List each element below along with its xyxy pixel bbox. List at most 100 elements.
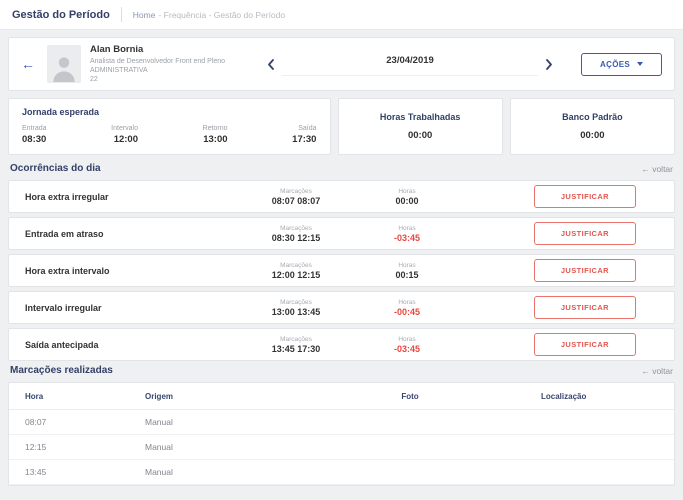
marcacoes-label: Marcações (280, 335, 312, 343)
table-row: 08:07 Manual (9, 410, 674, 435)
acoes-button-label: AÇÕES (600, 59, 630, 69)
occurrence-title: Hora extra intervalo (25, 265, 110, 276)
occurrence-row: Hora extra irregular Marcações 08:07 08:… (8, 180, 675, 213)
occurrence-title: Intervalo irregular (25, 302, 102, 313)
header-hora: Hora (25, 392, 44, 401)
entrada-label: Entrada (22, 125, 47, 132)
marcacoes-label: Marcações (280, 187, 312, 195)
occurrence-horas: Horas -03:45 (355, 225, 459, 243)
caret-down-icon (637, 62, 643, 66)
intervalo-label: Intervalo (111, 125, 139, 132)
occurrence-title: Entrada em atraso (25, 228, 104, 239)
entrada-value: 08:30 (22, 134, 47, 145)
banco-padrao-title: Banco Padrão (562, 112, 623, 122)
occurrence-horas: Horas -00:45 (355, 299, 459, 317)
justificar-button[interactable]: JUSTIFICAR (533, 333, 636, 356)
header-localizacao: Localização (541, 392, 587, 401)
page-title: Gestão do Período (12, 8, 110, 21)
date-navigator: 23/04/2019 (265, 52, 555, 76)
horas-label: Horas (398, 261, 416, 269)
occurrences-section-header: Ocorrências do dia ← voltar (10, 163, 673, 174)
cell-foto (335, 417, 485, 427)
cell-localizacao (485, 442, 658, 452)
justificar-button[interactable]: JUSTIFICAR (533, 296, 636, 319)
horas-label: Horas (398, 187, 416, 195)
chevron-left-icon[interactable] (265, 57, 276, 72)
cell-hora: 12:15 (25, 442, 47, 452)
jornada-entrada: Entrada 08:30 (22, 125, 47, 145)
header-origem: Origem (145, 392, 174, 401)
justificar-button[interactable]: JUSTIFICAR (533, 222, 636, 245)
horas-value: -03:45 (393, 343, 420, 354)
summary-row: Jornada esperada Entrada 08:30 Intervalo… (8, 98, 675, 155)
breadcrumb-home-link[interactable]: Home (132, 9, 156, 20)
table-header-row: Hora Origem Foto Localização (9, 383, 674, 410)
saida-value: 17:30 (292, 134, 317, 145)
marcacoes-value: 13:45 17:30 (271, 343, 321, 354)
cell-localizacao (485, 417, 658, 427)
page-content: ← Alan Bornia Analista de Desenvolvedor … (0, 30, 683, 500)
cell-origem: Manual (145, 467, 173, 477)
occurrence-horas: Horas -03:45 (355, 336, 459, 354)
occurrence-marcacoes: Marcações 08:30 12:15 (237, 225, 355, 243)
occurrence-marcacoes: Marcações 12:00 12:15 (237, 262, 355, 280)
voltar-link[interactable]: ← voltar (641, 365, 673, 376)
employee-id: 22 (90, 75, 98, 83)
back-arrow-icon[interactable]: ← (21, 56, 35, 72)
cell-foto (335, 467, 485, 477)
jornada-title: Jornada esperada (22, 107, 100, 117)
cell-origem: Manual (145, 417, 173, 427)
occurrence-marcacoes: Marcações 13:00 13:45 (237, 299, 355, 317)
saida-label: Saída (298, 125, 317, 132)
occurrences-title: Ocorrências do dia (10, 163, 101, 174)
retorno-value: 13:00 (203, 134, 228, 145)
jornada-retorno: Retorno 13:00 (203, 125, 228, 145)
horas-value: 00:15 (395, 269, 419, 280)
marcacoes-value: 08:07 08:07 (271, 195, 321, 206)
cell-foto (335, 442, 485, 452)
voltar-link[interactable]: ← voltar (641, 163, 673, 174)
intervalo-value: 12:00 (113, 134, 139, 145)
person-icon (53, 57, 75, 82)
horas-value: -03:45 (393, 232, 420, 243)
employee-header-card: ← Alan Bornia Analista de Desenvolvedor … (8, 37, 675, 91)
header-foto: Foto (401, 392, 419, 401)
cell-hora: 08:07 (25, 417, 47, 427)
occurrence-marcacoes: Marcações 08:07 08:07 (237, 188, 355, 206)
avatar (47, 45, 81, 83)
occurrence-row: Hora extra intervalo Marcações 12:00 12:… (8, 254, 675, 287)
retorno-label: Retorno (202, 125, 228, 132)
occurrence-title: Hora extra irregular (25, 191, 109, 202)
marcacoes-table: Hora Origem Foto Localização 08:07 Manua… (8, 382, 675, 486)
justificar-button[interactable]: JUSTIFICAR (533, 185, 636, 208)
horas-label: Horas (398, 224, 416, 232)
horas-label: Horas (398, 335, 416, 343)
marcacoes-label: Marcações (280, 261, 312, 269)
cell-hora: 13:45 (25, 467, 47, 477)
horas-value: 00:00 (395, 195, 419, 206)
horas-trabalhadas-title: Horas Trabalhadas (379, 112, 461, 122)
occurrence-row: Entrada em atraso Marcações 08:30 12:15 … (8, 217, 675, 250)
occurrence-horas: Horas 00:15 (355, 262, 459, 280)
occurrence-marcacoes: Marcações 13:45 17:30 (237, 336, 355, 354)
marcacoes-value: 13:00 13:45 (271, 306, 321, 317)
acoes-button[interactable]: AÇÕES (581, 52, 662, 76)
breadcrumb: Home - Frequência - Gestão do Período (133, 10, 285, 20)
jornada-intervalo: Intervalo 12:00 (111, 125, 138, 145)
justificar-button[interactable]: JUSTIFICAR (533, 259, 636, 282)
horas-value: -00:45 (393, 306, 420, 317)
marcacoes-label: Marcações (280, 298, 312, 306)
marcacoes-section-header: Marcações realizadas ← voltar (10, 365, 673, 376)
employee-info: Alan Bornia Analista de Desenvolvedor Fr… (90, 44, 225, 84)
selected-date[interactable]: 23/04/2019 (282, 52, 539, 76)
banco-padrao-card: Banco Padrão 00:00 (509, 98, 675, 155)
marcacoes-value: 08:30 12:15 (271, 232, 321, 243)
employee-department: ADMINISTRATIVA (90, 66, 148, 74)
marcacoes-title: Marcações realizadas (10, 365, 113, 376)
top-bar: Gestão do Período Home - Frequência - Ges… (0, 0, 683, 30)
jornada-columns: Entrada 08:30 Intervalo 12:00 Retorno 13… (22, 125, 317, 145)
chevron-right-icon[interactable] (544, 57, 555, 72)
table-row: 12:15 Manual (9, 435, 674, 460)
employee-role: Analista de Desenvolvedor Front end Plen… (90, 57, 226, 65)
jornada-saida: Saída 17:30 (292, 125, 316, 145)
